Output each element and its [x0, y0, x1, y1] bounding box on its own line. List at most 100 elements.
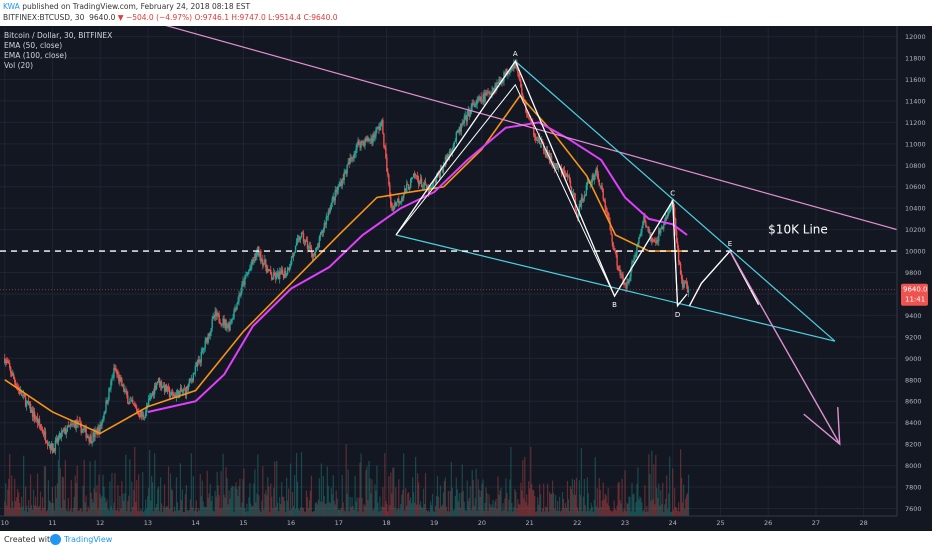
volume-bar [40, 510, 43, 516]
candle-body [260, 251, 262, 262]
volume-bar [560, 510, 563, 516]
candle-body [123, 384, 125, 392]
channel-lower-line [395, 234, 836, 342]
legend-ema100[interactable]: EMA (100, close) [4, 51, 67, 60]
legend-vol[interactable]: Vol (20) [4, 61, 33, 70]
last-price-badge-text: 9640.0 [903, 286, 928, 294]
candle-body [661, 226, 663, 230]
candle-body [367, 137, 369, 141]
candle-body [308, 246, 311, 248]
volume-bar [375, 490, 377, 516]
volume-bar [503, 510, 505, 516]
candle-body [628, 279, 630, 283]
volume-bar [461, 464, 463, 516]
volume-bar [408, 492, 410, 516]
volume-bar [473, 505, 475, 516]
volume-bar [327, 485, 329, 516]
volume-bar [381, 506, 383, 516]
candle-body [593, 175, 595, 180]
candle-body [624, 284, 626, 286]
volume-bar [190, 453, 192, 516]
volume-bar [684, 498, 687, 516]
volume-bar [639, 496, 641, 516]
volume-bar [111, 472, 113, 516]
volume-bar [529, 488, 531, 516]
volume-bar [174, 510, 177, 516]
volume-bar [172, 511, 175, 516]
volume-bar [334, 504, 336, 516]
volume-bar [472, 479, 474, 516]
publisher-name[interactable]: KWA [3, 2, 20, 11]
candle-body [636, 245, 638, 255]
volume-bar [574, 494, 577, 516]
volume-bar [254, 469, 256, 516]
volume-bar [258, 495, 260, 516]
candle-body [309, 246, 312, 248]
volume-bar [303, 511, 306, 516]
candle-body [112, 377, 114, 379]
legend-ema50[interactable]: EMA (50, close) [4, 41, 62, 50]
volume-bar [406, 505, 408, 516]
volume-bar [575, 477, 578, 516]
candle-body [407, 184, 410, 190]
candle-body [536, 139, 538, 141]
price-chart[interactable]: A B C D E $10K Line 7600 7800 8000 8200 8400 8600 8… [0, 19, 932, 531]
volume-bar [117, 485, 119, 516]
volume-bar [240, 507, 242, 516]
volume-bar [101, 495, 103, 516]
candle-body [94, 430, 96, 438]
candle-body [408, 187, 411, 190]
candle-body [452, 144, 455, 148]
time-tick-label: 27 [812, 519, 820, 527]
volume-bar [538, 504, 540, 516]
volume-bar [177, 510, 180, 516]
volume-bar [634, 511, 636, 516]
volume-bar [236, 488, 238, 516]
volume-bar [88, 509, 90, 516]
candle-body [580, 197, 583, 207]
chart-area[interactable]: A B C D E $10K Line 7600 7800 8000 8200 8400 8600 8… [0, 19, 932, 531]
volume-bar [68, 511, 70, 516]
volume-bar [468, 497, 470, 516]
candle-body [478, 97, 480, 101]
candle-body [204, 340, 206, 349]
candle-body [357, 140, 359, 143]
volume-bar [266, 495, 268, 516]
volume-bar [527, 505, 529, 516]
volume-bar [514, 488, 516, 516]
volume-bar [471, 470, 473, 516]
volume-bar [218, 495, 220, 516]
candle-body [502, 81, 504, 82]
volume-bar [596, 488, 598, 516]
volume-bar [593, 499, 595, 516]
candle-body [51, 443, 54, 453]
volume-bar [590, 502, 592, 516]
candle-body [38, 419, 41, 425]
candle-body [428, 188, 431, 194]
tradingview-brand[interactable]: TradingView [64, 535, 113, 544]
volume-bar [608, 505, 610, 516]
candle-body [29, 403, 32, 413]
candle-body [263, 263, 265, 266]
volume-bar [664, 504, 666, 516]
candle-body [249, 268, 251, 271]
volume-bar [474, 498, 476, 516]
volume-bar [407, 493, 409, 516]
candle-body [244, 275, 246, 285]
candle-body [220, 323, 222, 325]
candle-body [253, 260, 255, 262]
volume-bar [563, 508, 566, 516]
candle-body [71, 423, 73, 425]
time-tick-label: 24 [669, 519, 677, 527]
candle-body [243, 281, 245, 285]
volume-bar [425, 509, 428, 516]
candle-body [134, 404, 136, 407]
volume-bar [86, 511, 88, 516]
volume-bar [305, 490, 308, 516]
tradingview-logo-icon[interactable] [50, 534, 61, 545]
volume-bar [438, 508, 441, 516]
candle-body [454, 141, 457, 143]
volume-bar [255, 502, 257, 516]
volume-bar [67, 497, 69, 516]
candle-body [37, 419, 40, 424]
